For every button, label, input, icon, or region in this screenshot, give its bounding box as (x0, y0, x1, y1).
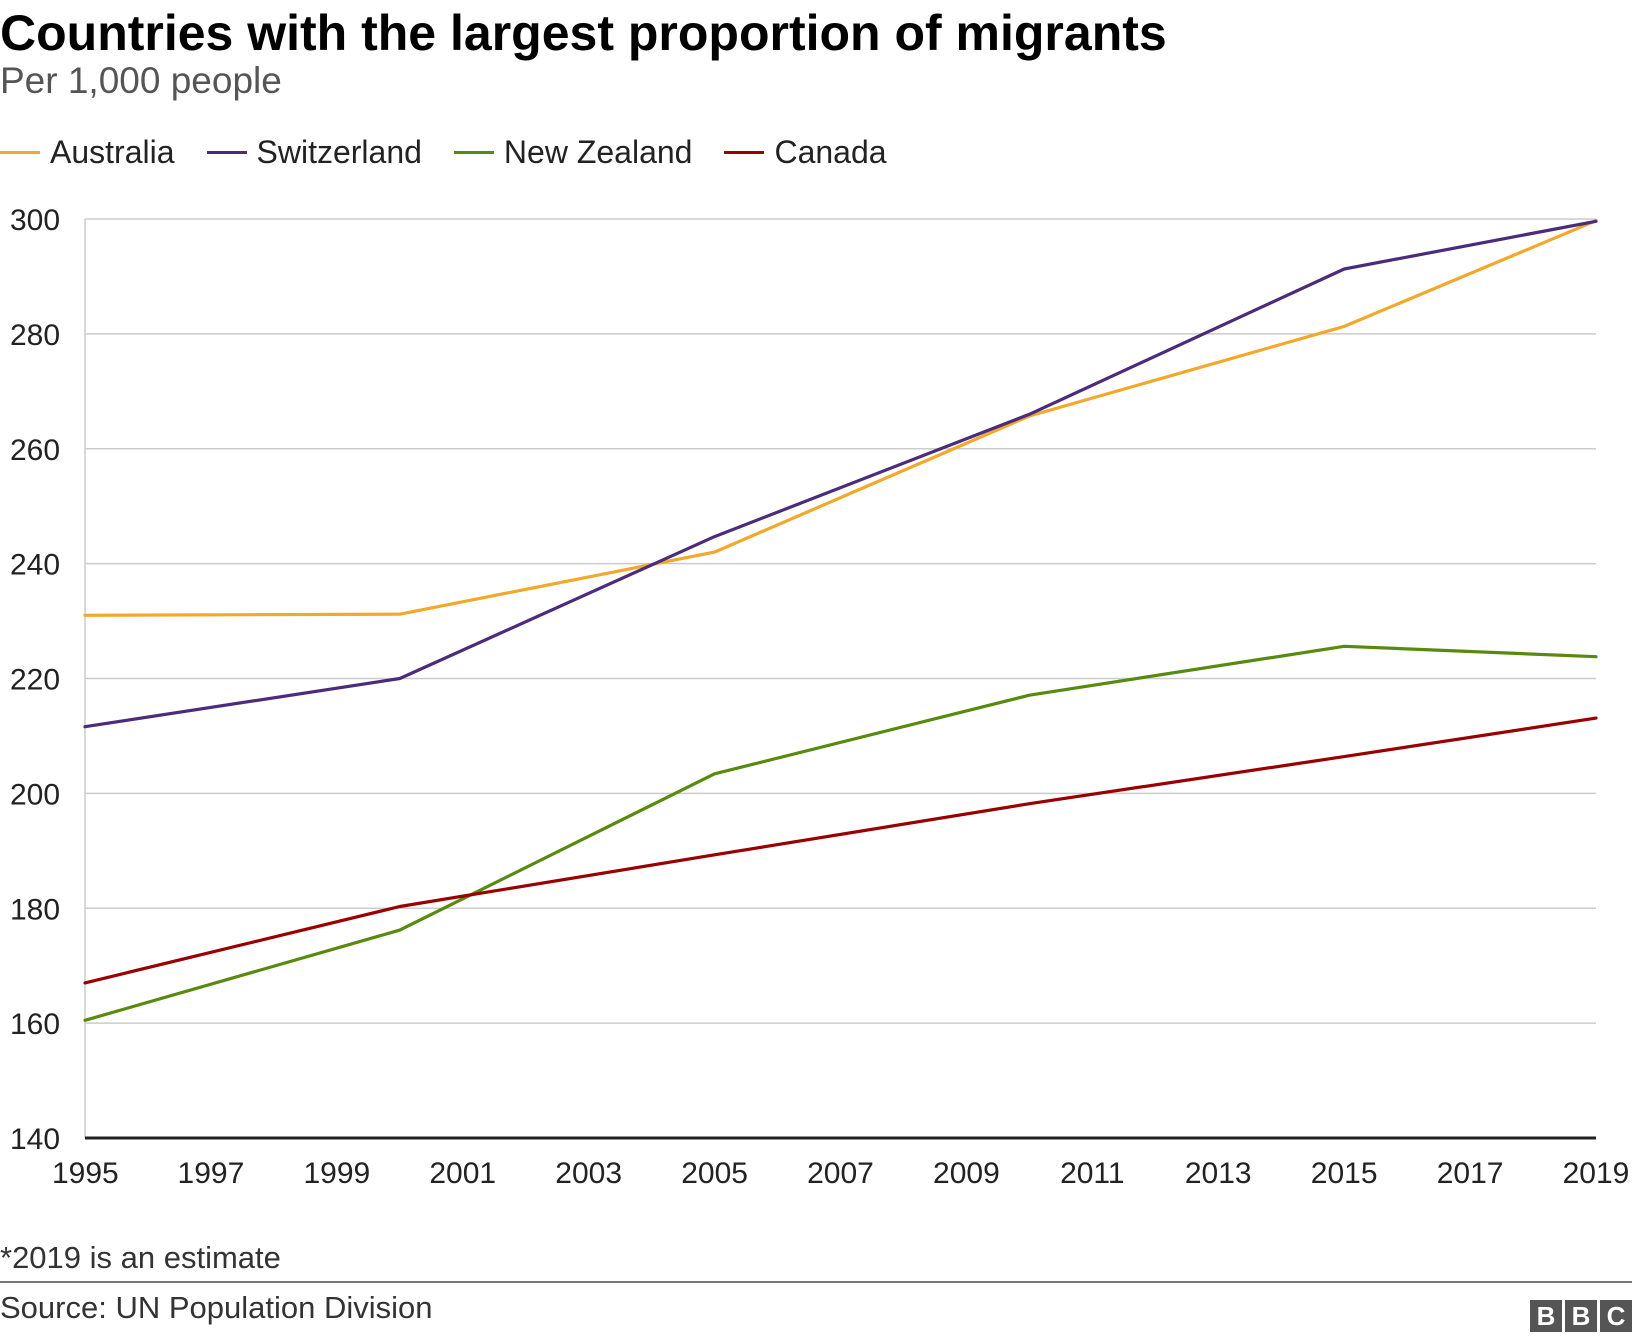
legend-label-switzerland: Switzerland (256, 133, 422, 170)
legend-label-new-zealand: New Zealand (503, 133, 693, 170)
x-tick-label: 2001 (429, 1157, 496, 1190)
x-tick-label: 2007 (807, 1157, 874, 1190)
legend-label-australia: Australia (50, 133, 175, 170)
y-tick-label: 300 (10, 204, 60, 237)
x-tick-label: 1999 (303, 1157, 370, 1190)
y-tick-label: 200 (10, 778, 60, 811)
x-tick-label: 2011 (1060, 1157, 1125, 1190)
legend-item-canada: Canada (724, 133, 887, 171)
y-tick-label: 180 (10, 893, 60, 926)
y-tick-label: 240 (10, 549, 60, 582)
x-tick-label: 2017 (1437, 1157, 1504, 1190)
source-text: Source: UN Population Division (0, 1290, 433, 1325)
series-line-switzerland (83, 219, 1598, 729)
series-line-australia (83, 219, 1598, 617)
footer-divider (0, 1281, 1632, 1283)
bbc-logo-letter: B (1530, 1300, 1562, 1332)
legend-item-new-zealand: New Zealand (453, 133, 693, 171)
legend-swatch-switzerland (206, 150, 247, 154)
series-line-canada (83, 716, 1598, 985)
legend-label-canada: Canada (774, 133, 887, 170)
x-tick-label: 2005 (681, 1157, 748, 1190)
line-chart: 140 160 180 200 220 240 260 280 300 1995 1997 1999 2… (10, 204, 1630, 1190)
y-tick-label: 260 (10, 434, 60, 467)
bbc-logo: B B C (1527, 1300, 1632, 1332)
bbc-logo-letter: B (1565, 1300, 1597, 1332)
legend-swatch-australia (0, 150, 40, 154)
x-tick-label: 1995 (52, 1157, 119, 1190)
y-tick-label: 140 (10, 1123, 60, 1156)
y-tick-label: 280 (10, 319, 60, 352)
x-tick-label: 2015 (1311, 1157, 1378, 1190)
x-tick-label: 2003 (555, 1157, 622, 1190)
bbc-logo-letter: C (1600, 1300, 1632, 1332)
x-tick-label: 2009 (933, 1157, 1000, 1190)
x-tick-label: 2013 (1185, 1157, 1252, 1190)
chart-title: Countries with the largest proportion of… (0, 5, 1167, 61)
x-tick-label: 1997 (178, 1157, 245, 1190)
chart-subtitle: Per 1,000 people (0, 60, 282, 101)
legend-swatch-canada (724, 150, 765, 154)
x-tick-label: 2019 (1563, 1157, 1630, 1190)
legend: Australia Switzerland New Zealand Canada (0, 130, 919, 174)
legend-item-switzerland: Switzerland (206, 133, 422, 171)
y-tick-label: 220 (10, 664, 60, 697)
series-line-new-zealand (83, 644, 1598, 1022)
y-tick-label: 160 (10, 1008, 60, 1041)
legend-swatch-new-zealand (453, 150, 494, 154)
estimate-note: *2019 is an estimate (0, 1240, 281, 1275)
legend-item-australia: Australia (0, 134, 175, 171)
